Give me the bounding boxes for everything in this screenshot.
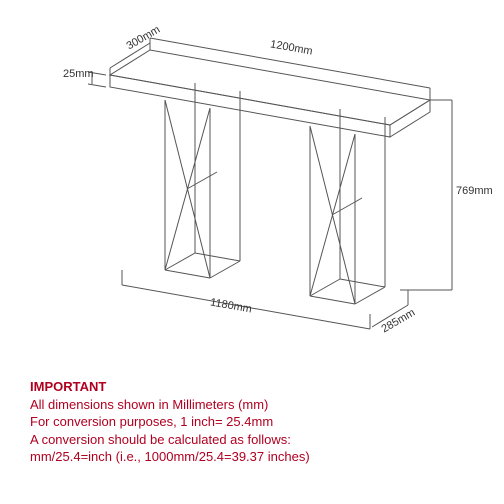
dim-height: 769mm [456, 185, 493, 197]
note-title: IMPORTANT [30, 378, 310, 396]
drawing-canvas: 25mm 300mm 1200mm 769mm 1180mm 285mm IMP… [0, 0, 504, 504]
note-line-4: mm/25.4=inch (i.e., 1000mm/25.4=39.37 in… [30, 448, 310, 466]
note-line-3: A conversion should be calculated as fol… [30, 431, 310, 449]
note-line-2: For conversion purposes, 1 inch= 25.4mm [30, 413, 310, 431]
note-line-1: All dimensions shown in Millimeters (mm) [30, 396, 310, 414]
note-block: IMPORTANT All dimensions shown in Millim… [30, 378, 310, 466]
dim-thickness: 25mm [63, 68, 94, 80]
